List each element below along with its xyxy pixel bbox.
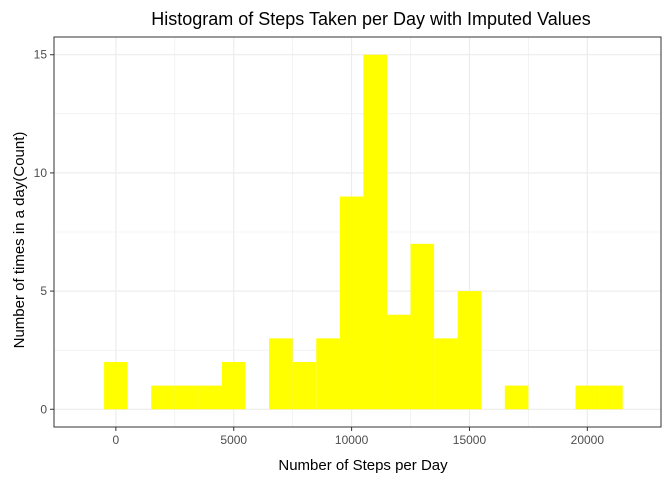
- histogram-bar: [104, 362, 128, 410]
- x-tick-label: 10000: [335, 433, 369, 447]
- histogram-bar: [292, 362, 317, 410]
- histogram-bar: [575, 385, 600, 410]
- histogram-bar: [410, 243, 435, 410]
- histogram-bar: [269, 338, 293, 410]
- y-tick-label: 0: [40, 402, 47, 416]
- histogram-bar: [174, 385, 199, 410]
- histogram-bar: [221, 362, 246, 410]
- panel-border: [53, 36, 662, 428]
- histogram-bar: [363, 54, 387, 410]
- histogram-bar: [599, 385, 623, 410]
- histogram-bars: [104, 54, 623, 410]
- y-tick-label: 5: [40, 284, 47, 298]
- histogram-bar: [504, 385, 529, 410]
- histogram-bar: [339, 196, 364, 410]
- histogram-bar: [316, 338, 340, 410]
- x-axis: 0 5000 10000 15000 20000: [113, 427, 605, 447]
- histogram-bar: [198, 385, 222, 410]
- x-tick-label: 5000: [220, 433, 247, 447]
- histogram-bar: [151, 385, 175, 410]
- chart-title: Histogram of Steps Taken per Day with Im…: [151, 9, 591, 29]
- x-axis-title: Number of Steps per Day: [278, 457, 448, 474]
- x-tick-label: 15000: [453, 433, 487, 447]
- x-tick-label: 20000: [571, 433, 605, 447]
- histogram-bar: [457, 291, 482, 410]
- y-axis: 0 5 10 15: [34, 48, 54, 416]
- histogram-bar: [434, 338, 458, 410]
- y-axis-title: Number of times in a day(Count): [11, 132, 28, 349]
- y-tick-label: 10: [34, 166, 48, 180]
- x-tick-label: 0: [113, 433, 120, 447]
- histogram-bar: [386, 314, 411, 410]
- y-tick-label: 15: [34, 48, 48, 62]
